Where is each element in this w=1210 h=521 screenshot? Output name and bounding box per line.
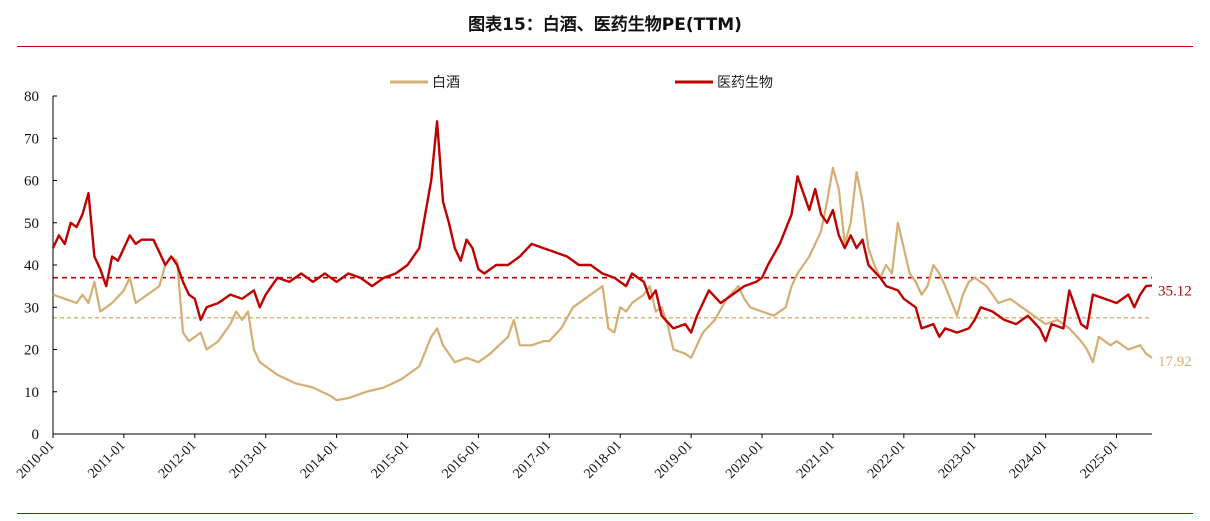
x-tick-label: 2015-01 bbox=[369, 438, 413, 482]
x-tick-label: 2016-01 bbox=[440, 438, 484, 482]
y-tick-label: 50 bbox=[24, 216, 39, 232]
y-tick-label: 60 bbox=[24, 174, 39, 190]
x-tick-label: 2013-01 bbox=[227, 438, 271, 482]
x-tick-label: 2022-01 bbox=[865, 438, 909, 482]
baijiu-end-label: 17.92 bbox=[1158, 354, 1192, 370]
x-tick-label: 2011-01 bbox=[85, 438, 128, 481]
top-rule bbox=[17, 46, 1193, 47]
y-tick-label: 20 bbox=[24, 343, 39, 359]
y-tick-label: 70 bbox=[24, 131, 39, 147]
pharma-legend-label: 医药生物 bbox=[717, 75, 773, 91]
x-tick-label: 2010-01 bbox=[14, 438, 58, 482]
y-tick-label: 80 bbox=[24, 89, 39, 105]
x-tick-label: 2018-01 bbox=[581, 438, 625, 482]
y-tick-label: 40 bbox=[24, 258, 39, 274]
x-tick-label: 2019-01 bbox=[652, 438, 696, 482]
y-tick-label: 30 bbox=[24, 300, 39, 316]
y-tick-label: 0 bbox=[32, 427, 40, 443]
baijiu-legend-label: 白酒 bbox=[432, 75, 460, 91]
baijiu-series-line bbox=[52, 166, 1153, 402]
x-tick-label: 2017-01 bbox=[511, 438, 555, 482]
bottom-rule bbox=[17, 513, 1193, 514]
chart-title: 图表15：白酒、医药生物PE(TTM) bbox=[468, 15, 742, 35]
x-tick-label: 2014-01 bbox=[298, 438, 342, 482]
x-tick-label: 2023-01 bbox=[936, 438, 980, 482]
pharma-end-label: 35.12 bbox=[1158, 284, 1192, 300]
x-tick-label: 2024-01 bbox=[1007, 438, 1051, 482]
y-tick-label: 10 bbox=[24, 385, 39, 401]
x-tick-label: 2021-01 bbox=[794, 438, 838, 482]
x-tick-label: 2020-01 bbox=[723, 438, 767, 482]
pharma-series-line bbox=[51, 120, 1153, 343]
x-tick-label: 2025-01 bbox=[1078, 438, 1122, 482]
x-tick-label: 2012-01 bbox=[156, 438, 200, 482]
